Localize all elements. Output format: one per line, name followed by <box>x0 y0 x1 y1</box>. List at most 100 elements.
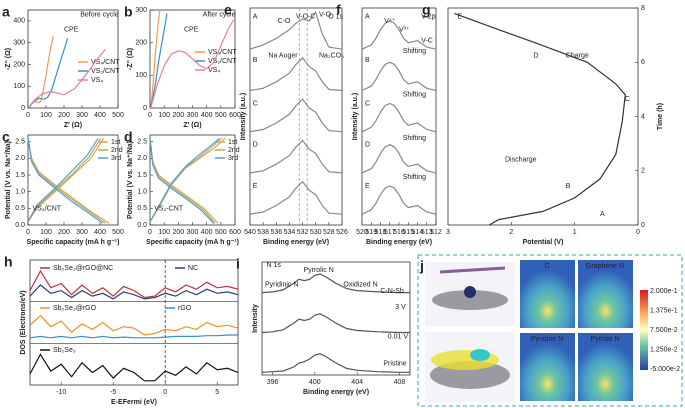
annotation: C-N-Sb <box>380 288 403 295</box>
x-tick-label: 500 <box>215 229 227 236</box>
annotation: Shifting <box>403 48 426 55</box>
annotation: C <box>625 96 630 103</box>
x-tick-label: 536 <box>270 229 282 236</box>
y-axis-label: Intensity <box>252 304 259 333</box>
series-line <box>27 137 104 224</box>
x-tick-label: 300 <box>76 112 88 119</box>
y-tick-label: 300 <box>135 7 147 14</box>
legend-label: VS₂/CNT <box>91 68 120 75</box>
x-axis-label: E-EFermi (eV) <box>111 399 157 406</box>
x-tick-label: 300 <box>187 112 199 119</box>
series-line <box>150 19 235 109</box>
y-tick-label: 200 <box>13 61 25 68</box>
annotation: V 2p <box>421 14 436 21</box>
x-tick-label: 513 <box>421 229 433 236</box>
x-tick-label: 1 <box>573 229 577 236</box>
annotation: Shifting <box>403 135 426 142</box>
panel-label: f <box>336 2 341 18</box>
x-axis-label: Z' (Ω) <box>64 122 82 129</box>
series-line <box>261 273 410 294</box>
y-tick-label: 0 <box>641 222 645 229</box>
colorbar-label: 1.375e-1 <box>650 307 678 314</box>
y-tick-label: 2.0 <box>137 155 147 162</box>
panel-label: d <box>124 129 133 145</box>
x-tick-label: 519 <box>365 229 377 236</box>
legend-label: 2nd <box>111 147 123 154</box>
x-tick-label: 200 <box>172 112 184 119</box>
x-tick-label: 100 <box>40 112 52 119</box>
series-line <box>361 144 437 174</box>
x-tick-label: 517 <box>384 229 396 236</box>
series-line <box>28 48 106 109</box>
x-tick-label: 500 <box>215 112 227 119</box>
series-line <box>28 38 69 109</box>
x-tick-label: 2 <box>509 229 513 236</box>
y-tick-label: 0.0 <box>137 222 147 229</box>
x-tick-label: 100 <box>40 229 52 236</box>
x-tick-label: 518 <box>375 229 387 236</box>
legend-label: 2nd <box>228 147 240 154</box>
x-axis-label: Binding energy (eV) <box>263 239 329 246</box>
annotation: VS₄/CNT <box>33 206 62 213</box>
legend-label: 1st <box>228 139 237 146</box>
x-tick-label: 404 <box>351 379 363 386</box>
annotation: N 1s <box>266 262 281 269</box>
y-tick-label: 1.5 <box>15 172 25 179</box>
legend-label: VS₄ <box>91 77 103 84</box>
annotation: V-O-C <box>296 14 315 21</box>
plot-frame <box>261 261 411 376</box>
annotation: Na₂CO₃ <box>319 53 344 60</box>
x-axis-label: Binding energy (eV) <box>366 239 432 246</box>
annotation: D <box>365 142 370 149</box>
series-line <box>149 137 220 224</box>
panel-label: e <box>224 2 232 18</box>
legend-label: Sb₂Se₃@rGO <box>53 305 97 312</box>
y-tick-label: 6 <box>641 59 645 66</box>
y-tick-label: 100 <box>13 83 25 90</box>
x-tick-label: 5 <box>215 389 219 396</box>
series-line <box>249 56 343 92</box>
panel-label: c <box>2 129 10 145</box>
annotation: Pristine <box>383 361 406 368</box>
annotation: Before cycle <box>80 12 119 19</box>
plot-frame <box>447 7 639 226</box>
panel-label: a <box>2 4 10 20</box>
x-tick-label: 0 <box>26 112 30 119</box>
panel-label: b <box>124 4 133 20</box>
x-tick-label: 0 <box>636 229 640 236</box>
legend-label: VS₄ <box>208 67 220 74</box>
x-tick-label: 516 <box>393 229 405 236</box>
series-line <box>29 314 239 336</box>
y-tick-label: 1.5 <box>137 172 147 179</box>
series-line <box>29 269 239 299</box>
annotation: 0.01 V <box>388 333 409 340</box>
y-tick-label: 300 <box>13 40 25 47</box>
annotation: Pyridinic N <box>265 281 298 288</box>
annotation: V-O <box>319 11 332 18</box>
annotation: Pyrrolic N <box>303 267 333 274</box>
annotation: B <box>253 57 258 64</box>
x-tick-label: 514 <box>412 229 424 236</box>
y-tick-label: 1.0 <box>137 189 147 196</box>
annotation: Na Auger <box>268 53 298 60</box>
series-line <box>261 313 410 334</box>
legend-label: Sb₂Se₃ <box>53 347 76 354</box>
panel-j-art <box>417 254 683 407</box>
annotation: B <box>566 183 571 190</box>
annotation: 3 V <box>395 304 406 311</box>
image-label: Pyridine N <box>531 336 563 343</box>
legend-label: VS₄/CNT <box>91 59 120 66</box>
y-tick-label: 0.0 <box>15 222 25 229</box>
x-tick-label: 0 <box>148 229 152 236</box>
y-tick-label: 400 <box>13 18 25 25</box>
x-tick-label: 400 <box>201 229 213 236</box>
series-line <box>29 284 239 300</box>
x-tick-label: 520 <box>356 229 368 236</box>
y-axis-label: Intensity (a.u.) <box>240 93 247 140</box>
x-tick-label: 500 <box>112 229 124 236</box>
annotation: VS₂-CNT <box>154 206 183 213</box>
x-tick-label: 396 <box>267 379 279 386</box>
annotation: E <box>365 183 370 190</box>
annotation: Charge <box>566 53 589 60</box>
x-axis-label: Specific capacity (mA h g⁻¹) <box>27 239 120 246</box>
